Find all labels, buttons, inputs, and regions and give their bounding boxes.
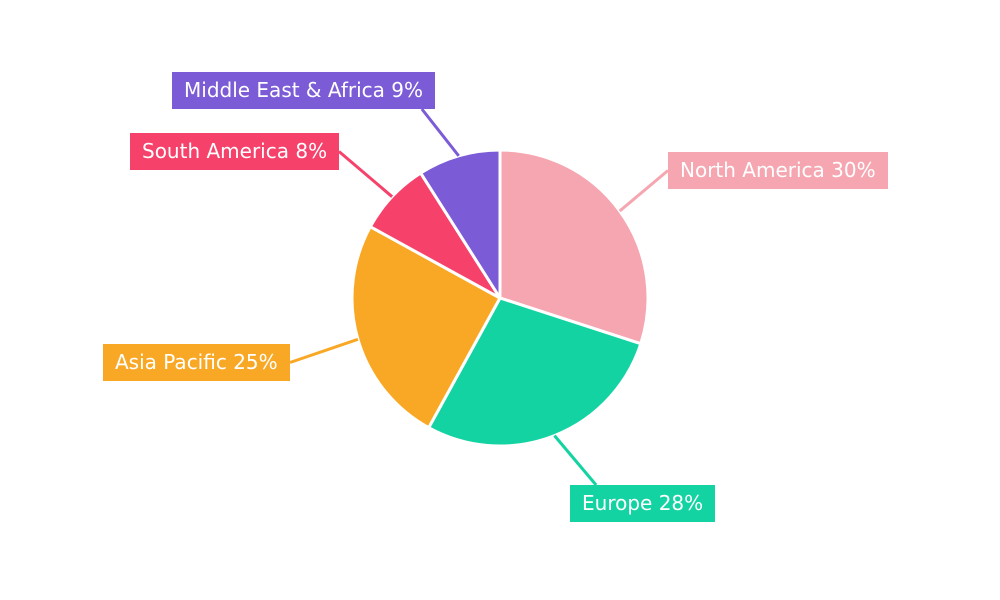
leader-line-north-america — [618, 169, 669, 213]
pie-label-north-america: North America 30% — [668, 152, 888, 189]
pie-slice-middle-east-africa — [419, 148, 502, 300]
pie-label-asia-pacific: Asia Pacific 25% — [103, 344, 290, 381]
pie-label-south-america: South America 8% — [130, 133, 340, 170]
pie-slice-asia-pacific — [350, 225, 502, 430]
leader-line-south-america — [338, 150, 394, 198]
pie-label-middle-east-africa: Middle East & Africa 9% — [172, 72, 436, 109]
leader-line-middle-east-africa — [420, 108, 460, 157]
pie-slice-europe — [427, 296, 643, 448]
leader-line-europe — [553, 434, 598, 486]
leader-line-asia-pacific — [289, 337, 359, 364]
pie-label-europe: Europe 28% — [570, 485, 716, 522]
